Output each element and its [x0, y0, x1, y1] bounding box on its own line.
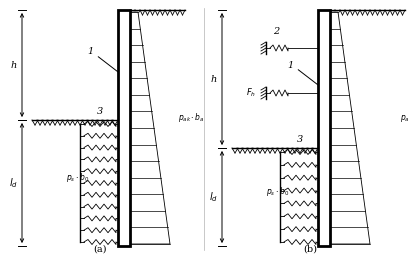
Bar — [118, 10, 130, 246]
Text: 2: 2 — [273, 27, 279, 36]
Text: $p_s\cdot b_0$: $p_s\cdot b_0$ — [266, 186, 290, 198]
Polygon shape — [130, 12, 170, 244]
Text: 1: 1 — [87, 47, 93, 57]
Text: $F_h$: $F_h$ — [246, 87, 256, 99]
Text: $l_d$: $l_d$ — [9, 176, 18, 190]
Text: (a): (a) — [93, 245, 107, 254]
Text: h: h — [11, 60, 17, 69]
Text: $p_{ak}\cdot b_a$: $p_{ak}\cdot b_a$ — [178, 111, 205, 125]
Text: $p_{ak}\cdot b_a$: $p_{ak}\cdot b_a$ — [400, 111, 408, 125]
Text: $l_d$: $l_d$ — [209, 190, 219, 204]
Text: 3: 3 — [97, 108, 103, 117]
Bar — [318, 10, 330, 246]
Text: 3: 3 — [297, 135, 303, 144]
Text: $p_s\cdot b_0$: $p_s\cdot b_0$ — [67, 172, 90, 184]
Text: (b): (b) — [303, 245, 317, 254]
Text: 1: 1 — [287, 60, 293, 69]
Text: h: h — [211, 75, 217, 84]
Polygon shape — [330, 12, 370, 244]
